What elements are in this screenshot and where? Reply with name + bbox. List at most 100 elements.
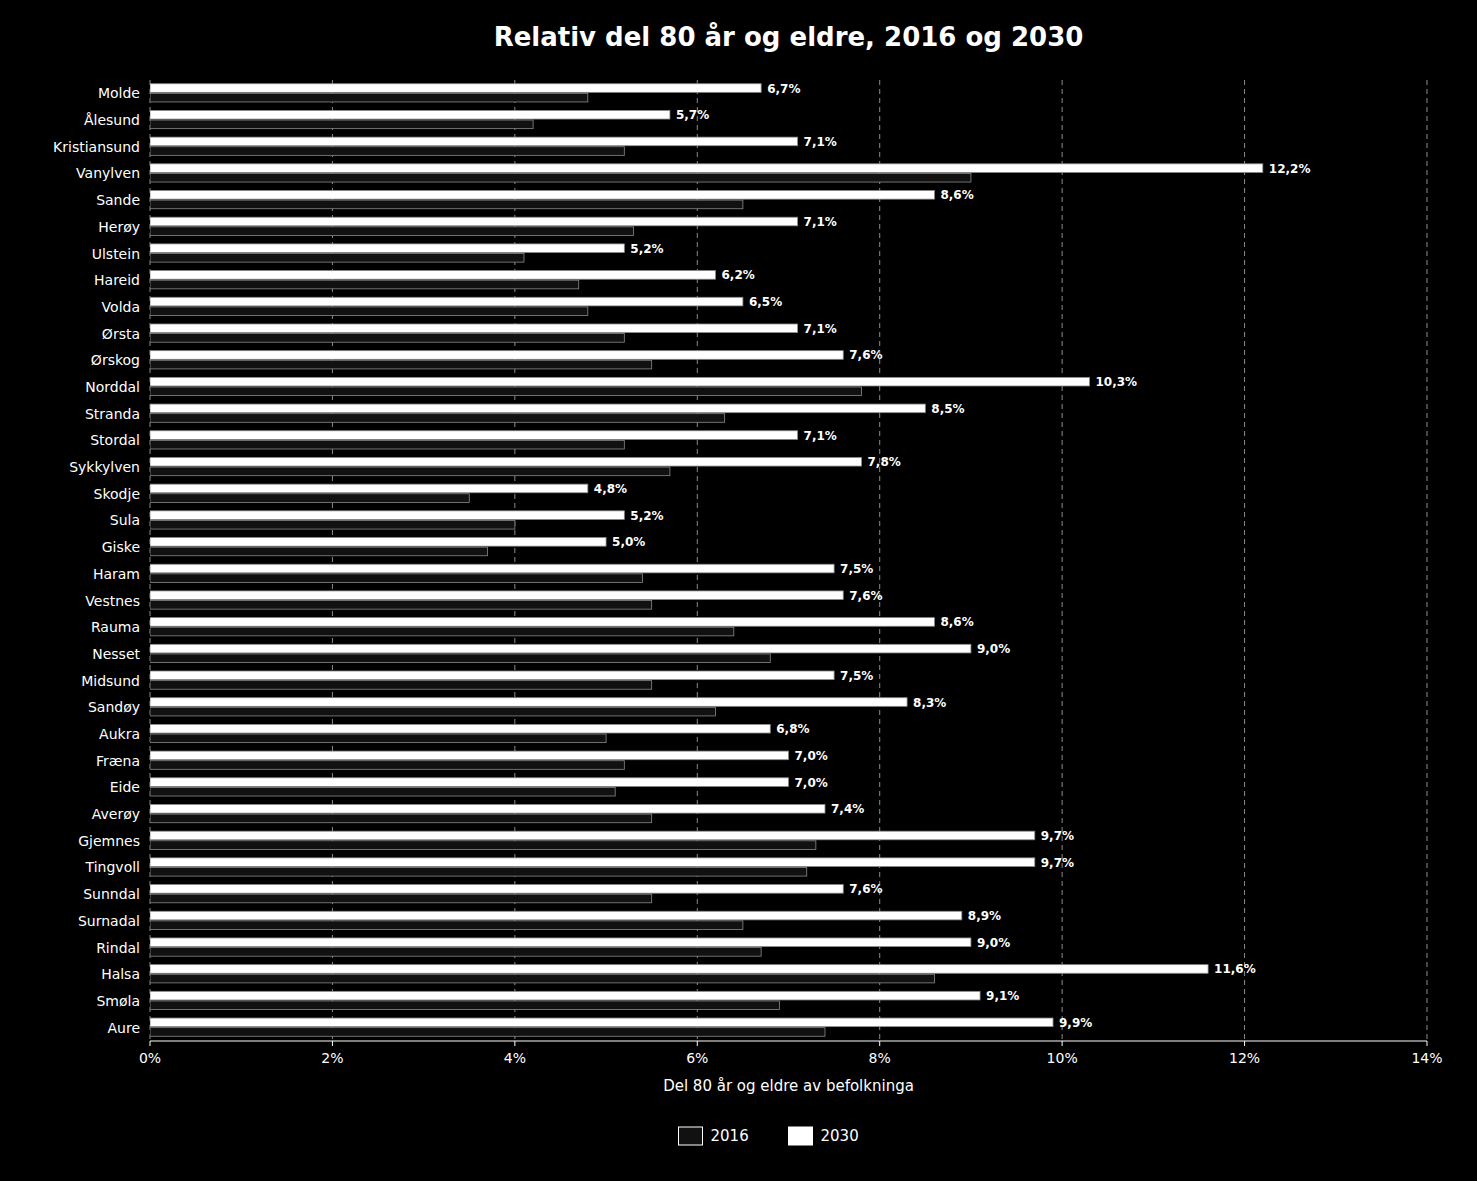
bar (150, 948, 761, 957)
x-tick (879, 1041, 880, 1046)
title: Relativ del 80 år og eldre, 2016 og 2030 (494, 21, 1084, 52)
x-tick (150, 1041, 151, 1046)
x-tick (1427, 1041, 1428, 1046)
bar (150, 93, 588, 102)
bar (150, 734, 606, 743)
bar (150, 387, 861, 396)
bar (150, 457, 861, 466)
bar (150, 511, 624, 520)
bar (150, 431, 798, 440)
bar (150, 244, 624, 253)
data-label: 7,5% (840, 562, 873, 576)
data-label: 7,0% (795, 776, 828, 790)
bar (150, 751, 789, 760)
y-tick-label: Averøy (92, 806, 140, 822)
data-label: 11,6% (1214, 962, 1256, 976)
bar (150, 654, 770, 663)
y-tick-label: Fræna (96, 753, 140, 769)
data-label: 9,7% (1041, 829, 1074, 843)
x-tick-label: 10% (1047, 1050, 1078, 1066)
y-tick-label: Volda (102, 299, 140, 315)
bar (150, 360, 652, 369)
bar (150, 681, 652, 690)
x-tick (332, 1041, 333, 1046)
data-label: 8,3% (913, 696, 946, 710)
y-tick-label: Giske (102, 539, 140, 555)
x-tick-label: 6% (686, 1050, 708, 1066)
y-tick-label: Gjemnes (78, 833, 140, 849)
bar (150, 991, 980, 1000)
bar (150, 227, 633, 236)
bar (150, 191, 934, 200)
bar (150, 671, 834, 680)
bar (150, 84, 761, 93)
y-tick-label: Hareid (94, 272, 140, 288)
y-tick-label: Skodje (94, 486, 140, 502)
y-tick-label: Halsa (101, 966, 140, 982)
bar (150, 644, 971, 653)
bar (150, 601, 652, 610)
bar (150, 164, 1263, 173)
bar (150, 440, 624, 449)
x-tick (1062, 1041, 1063, 1046)
data-label: 7,6% (849, 348, 882, 362)
bar (150, 885, 843, 894)
y-tick-label: Molde (98, 85, 140, 101)
bar (150, 173, 971, 182)
bar (150, 324, 798, 333)
y-tick-label: Midsund (81, 673, 140, 689)
y-tick-label: Aukra (99, 726, 140, 742)
legend-label: 2030 (821, 1127, 859, 1145)
data-label: 7,6% (849, 882, 882, 896)
x-tick-label: 8% (869, 1050, 891, 1066)
grid (150, 80, 1427, 1041)
y-tick-label: Haram (93, 566, 140, 582)
bar (150, 921, 743, 930)
data-label: 6,8% (776, 722, 809, 736)
data-label: 7,5% (840, 669, 873, 683)
bar (150, 280, 579, 289)
data-label: 8,5% (931, 402, 964, 416)
x-tick-label: 12% (1229, 1050, 1260, 1066)
bar (150, 484, 588, 493)
y-tick-label: Ørskog (91, 352, 140, 368)
bar (150, 254, 524, 263)
bar (150, 938, 971, 947)
bar (150, 894, 652, 903)
bar (150, 591, 843, 600)
bar (150, 787, 615, 796)
bar (150, 618, 934, 627)
bar (150, 307, 588, 316)
grid-line (879, 80, 880, 1041)
bar (150, 974, 934, 983)
bar (150, 404, 925, 413)
x-axis-label: Del 80 år og eldre av befolkninga (663, 1077, 914, 1095)
grid-line (1244, 80, 1245, 1041)
bar (150, 814, 652, 823)
y-tick-label: Ørsta (102, 326, 140, 342)
x-tick-label: 2% (321, 1050, 343, 1066)
y-tick-label: Tingvoll (85, 859, 140, 875)
y-tick-label: Rauma (91, 619, 140, 635)
bar (150, 804, 825, 813)
y-tick-label: Ulstein (92, 246, 140, 262)
data-label: 9,0% (977, 642, 1010, 656)
y-tick-label: Sande (96, 192, 140, 208)
bar (150, 538, 606, 547)
bar (150, 494, 469, 503)
data-label: 7,1% (804, 215, 837, 229)
y-tick-label: Sandøy (88, 699, 140, 715)
x-tick (1244, 1041, 1245, 1046)
bar (150, 1001, 779, 1010)
x-tick-label: 14% (1411, 1050, 1442, 1066)
y-tick-label: Surnadal (78, 913, 140, 929)
data-label: 12,2% (1269, 162, 1311, 176)
data-label: 7,0% (795, 749, 828, 763)
chart-container: Relativ del 80 år og eldre, 2016 og 2030… (0, 0, 1477, 1181)
data-label: 7,1% (804, 429, 837, 443)
data-label: 7,1% (804, 322, 837, 336)
bar (150, 351, 843, 360)
y-tick-label: Norddal (85, 379, 140, 395)
bar (150, 778, 789, 787)
bar (150, 200, 743, 209)
